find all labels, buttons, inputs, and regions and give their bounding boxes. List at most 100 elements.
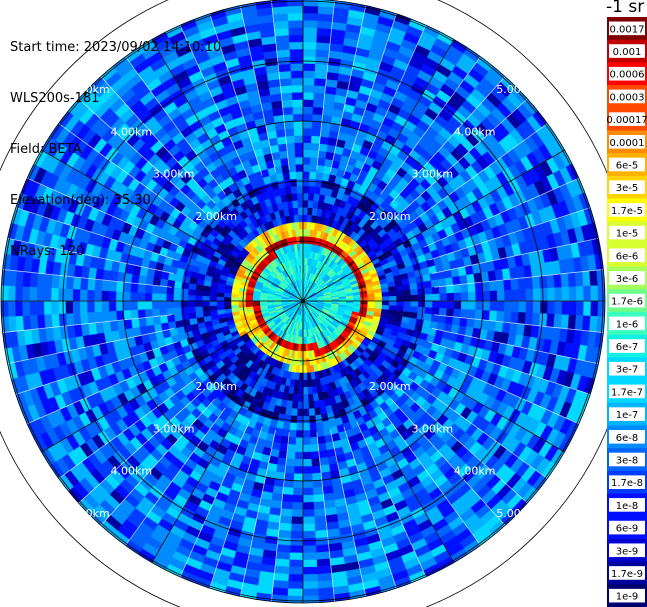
data-cell — [302, 63, 316, 72]
data-cell — [302, 113, 314, 122]
data-cell — [1, 284, 9, 302]
data-cell — [374, 292, 383, 298]
data-cell — [280, 157, 289, 167]
data-cell — [201, 300, 210, 307]
data-cell — [294, 451, 304, 460]
data-cell — [313, 85, 326, 94]
data-cell — [308, 415, 317, 424]
data-cell — [294, 444, 304, 453]
data-cell — [445, 308, 455, 318]
data-cell — [65, 288, 74, 302]
data-cell — [297, 394, 304, 403]
data-cell — [510, 278, 519, 291]
data-cell — [317, 435, 326, 445]
data-cell — [417, 300, 426, 308]
data-cell — [395, 284, 404, 292]
data-cell — [446, 292, 455, 302]
data-cell — [314, 515, 327, 525]
data-cell — [302, 214, 308, 223]
data-cell — [302, 415, 310, 424]
data-cell — [115, 281, 125, 292]
data-cell — [481, 310, 491, 321]
data-cell — [302, 502, 315, 511]
data-cell — [294, 458, 304, 467]
data-cell — [315, 544, 330, 553]
data-cell — [546, 274, 555, 289]
data-cell — [145, 275, 154, 286]
data-cell — [283, 479, 294, 489]
data-cell — [381, 291, 390, 298]
data-cell — [311, 465, 322, 474]
data-cell — [314, 63, 329, 73]
data-cell — [288, 559, 304, 568]
data-cell — [272, 580, 289, 589]
data-cell — [432, 293, 441, 302]
data-cell — [283, 472, 295, 482]
data-cell — [302, 149, 312, 158]
data-cell — [21, 286, 31, 302]
data-cell — [547, 300, 556, 315]
data-cell — [597, 284, 605, 302]
data-cell — [166, 286, 175, 295]
data-cell — [302, 77, 315, 86]
data-cell — [277, 537, 291, 546]
data-cell — [280, 435, 289, 445]
data-cell — [302, 372, 308, 381]
data-cell — [223, 296, 232, 302]
data-cell — [180, 294, 189, 302]
data-cell — [284, 186, 292, 195]
data-cell — [410, 306, 419, 314]
data-cell — [374, 300, 383, 306]
data-cell — [389, 295, 397, 302]
data-cell — [58, 275, 67, 289]
data-cell — [289, 422, 297, 431]
data-cell — [518, 289, 527, 302]
data-cell — [496, 279, 505, 292]
data-cell — [278, 522, 292, 532]
data-cell — [79, 277, 89, 290]
data-cell — [589, 315, 599, 333]
data-cell — [430, 314, 440, 323]
data-cell — [517, 312, 527, 325]
data-cell — [173, 307, 182, 315]
data-cell — [482, 290, 491, 302]
data-cell — [302, 437, 311, 446]
data-cell — [279, 515, 292, 525]
data-cell — [7, 300, 16, 317]
data-cell — [275, 128, 286, 138]
data-cell — [151, 292, 160, 302]
data-cell — [282, 486, 294, 496]
data-cell — [302, 70, 316, 79]
data-cell — [302, 135, 312, 144]
data-cell — [583, 285, 592, 302]
data-cell — [285, 193, 293, 202]
data-cell — [309, 164, 318, 173]
data-cell — [289, 545, 304, 554]
data-cell — [86, 289, 95, 302]
data-cell — [302, 120, 313, 129]
data-cell — [444, 315, 454, 325]
data-cell — [517, 277, 527, 290]
data-cell — [395, 290, 404, 297]
data-cell — [130, 282, 139, 293]
data-cell — [223, 304, 232, 310]
data-cell — [475, 291, 484, 302]
data-cell — [360, 297, 369, 302]
data-cell — [302, 595, 320, 603]
data-cell — [424, 293, 433, 302]
data-cell — [129, 300, 138, 311]
data-cell — [453, 300, 462, 310]
data-cell — [302, 351, 307, 359]
data-cell — [511, 300, 520, 313]
data-cell — [173, 287, 182, 295]
data-cell — [129, 291, 138, 302]
data-cell — [317, 580, 334, 589]
data-cell — [144, 284, 153, 294]
data-cell — [173, 293, 182, 302]
data-cell — [311, 135, 321, 144]
data-cell — [57, 287, 66, 302]
data-cell — [286, 200, 294, 209]
data-cell — [292, 480, 304, 489]
data-cell — [108, 290, 117, 302]
data-cell — [289, 538, 304, 547]
